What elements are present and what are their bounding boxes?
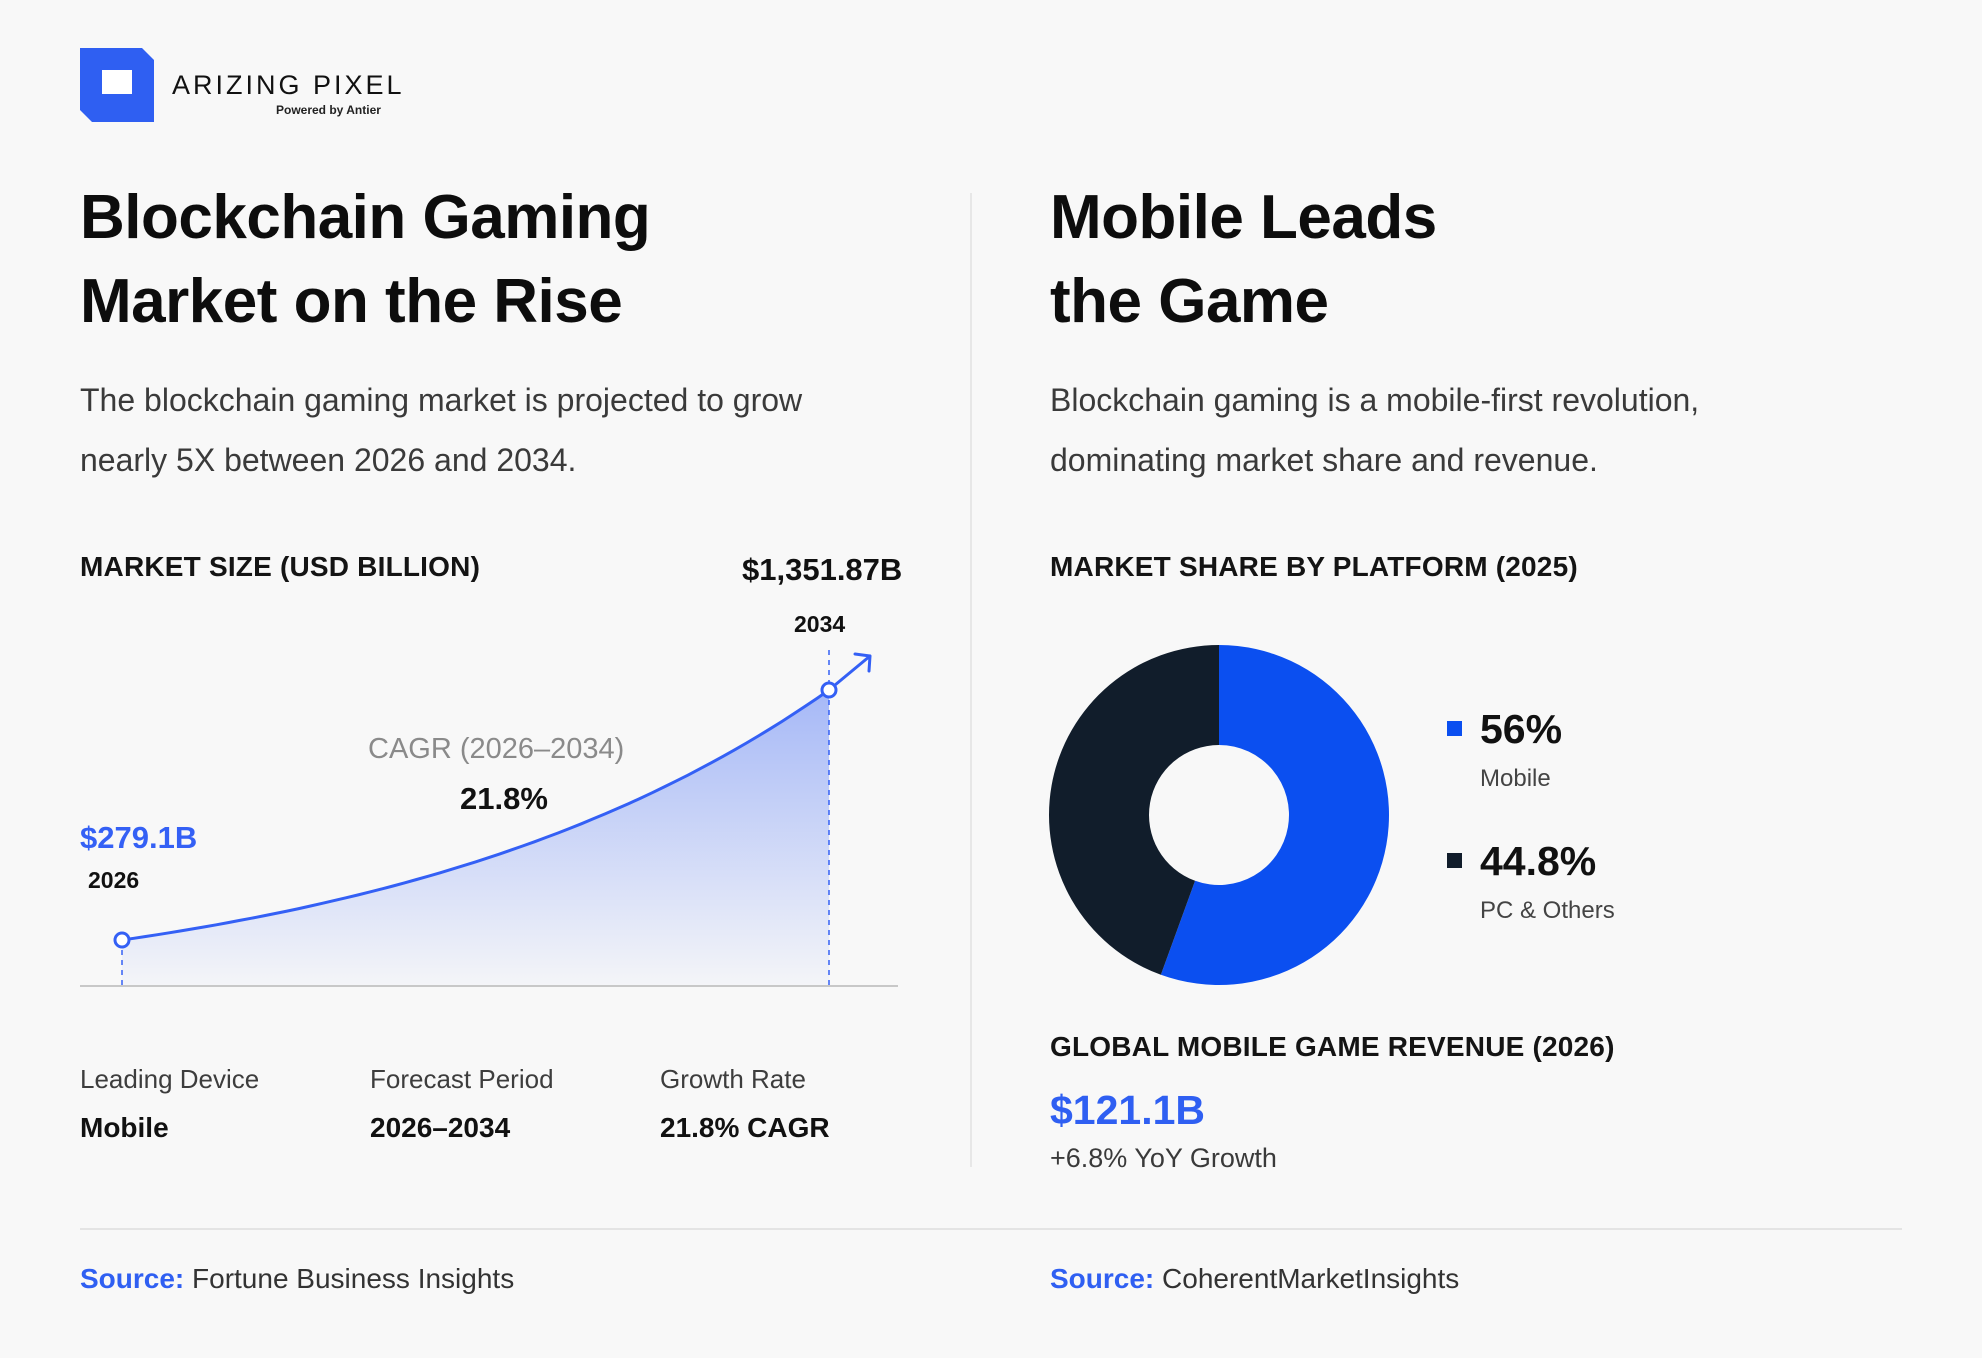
end-value-label: $1,351.87B	[742, 552, 903, 587]
right-lead-line1: Blockchain gaming is a mobile-first revo…	[1050, 382, 1700, 418]
column-divider	[970, 193, 972, 1167]
brand-name: ARIZING PIXEL	[172, 70, 405, 100]
donut-slice-pc-others	[1049, 645, 1219, 975]
revenue-growth: +6.8% YoY Growth	[1050, 1143, 1277, 1173]
left-title-line2: Market on the Rise	[80, 267, 623, 336]
data-point-2034	[820, 681, 838, 699]
legend-swatch-pc	[1447, 853, 1462, 868]
brand-logo-icon	[80, 48, 154, 122]
cagr-label: CAGR (2026–2034)	[368, 733, 625, 765]
footer-divider	[80, 1228, 1902, 1230]
stat-label-growth-rate: Growth Rate	[660, 1064, 806, 1094]
area-fill	[122, 690, 829, 986]
market-size-label: MARKET SIZE (USD BILLION)	[80, 551, 481, 582]
market-size-chart	[80, 650, 898, 987]
brand-tagline: Powered by Antier	[276, 103, 381, 117]
left-source: Source: Fortune Business Insights	[80, 1263, 514, 1295]
cagr-value: 21.8%	[460, 781, 548, 816]
platform-share-donut	[1049, 645, 1389, 985]
data-point-2026	[113, 931, 131, 949]
right-source-prefix: Source:	[1050, 1263, 1155, 1294]
legend-name-mobile: Mobile	[1480, 765, 1551, 792]
revenue-value: $121.1B	[1050, 1087, 1206, 1133]
platform-share-label: MARKET SHARE BY PLATFORM (2025)	[1050, 551, 1578, 582]
legend-value-pc: 44.8%	[1480, 838, 1597, 884]
stat-label-forecast-period: Forecast Period	[370, 1064, 554, 1094]
right-source: Source: CoherentMarketInsights	[1050, 1263, 1459, 1295]
stat-value-growth-rate: 21.8% CAGR	[660, 1112, 830, 1143]
stat-value-leading-device: Mobile	[80, 1112, 169, 1143]
left-lead-line2: nearly 5X between 2026 and 2034.	[80, 442, 577, 478]
legend-value-mobile: 56%	[1480, 706, 1563, 752]
stat-value-forecast-period: 2026–2034	[370, 1112, 511, 1143]
left-title-line1: Blockchain Gaming	[80, 183, 651, 252]
legend-swatch-mobile	[1447, 721, 1462, 736]
left-source-name: Fortune Business Insights	[192, 1263, 515, 1294]
left-lead-line1: The blockchain gaming market is projecte…	[80, 382, 803, 418]
start-year-label: 2026	[88, 867, 140, 893]
growth-line	[121, 688, 830, 942]
donut-slice-mobile	[1160, 645, 1389, 985]
right-title-line2: the Game	[1050, 267, 1329, 336]
stat-label-leading-device: Leading Device	[80, 1064, 260, 1094]
right-lead-line2: dominating market share and revenue.	[1050, 442, 1598, 478]
right-source-name: CoherentMarketInsights	[1162, 1263, 1460, 1294]
start-value-label: $279.1B	[80, 820, 198, 855]
legend-name-pc: PC & Others	[1480, 897, 1615, 924]
revenue-label: GLOBAL MOBILE GAME REVENUE (2026)	[1050, 1031, 1615, 1062]
right-title-line1: Mobile Leads	[1050, 183, 1437, 252]
left-source-prefix: Source:	[80, 1263, 185, 1294]
arrow-icon	[827, 652, 872, 692]
end-year-label: 2034	[794, 611, 846, 637]
